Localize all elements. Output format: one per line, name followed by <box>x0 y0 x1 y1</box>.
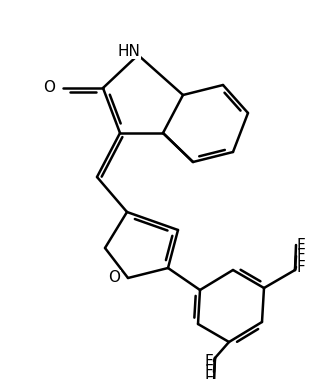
Text: O: O <box>108 271 120 285</box>
Text: F: F <box>204 376 213 379</box>
Text: HN: HN <box>117 44 140 58</box>
Text: O: O <box>43 80 55 96</box>
Text: F: F <box>297 260 306 274</box>
Text: F: F <box>297 238 306 252</box>
Text: F: F <box>204 354 213 368</box>
Text: F: F <box>204 365 213 379</box>
Text: F: F <box>297 249 306 263</box>
